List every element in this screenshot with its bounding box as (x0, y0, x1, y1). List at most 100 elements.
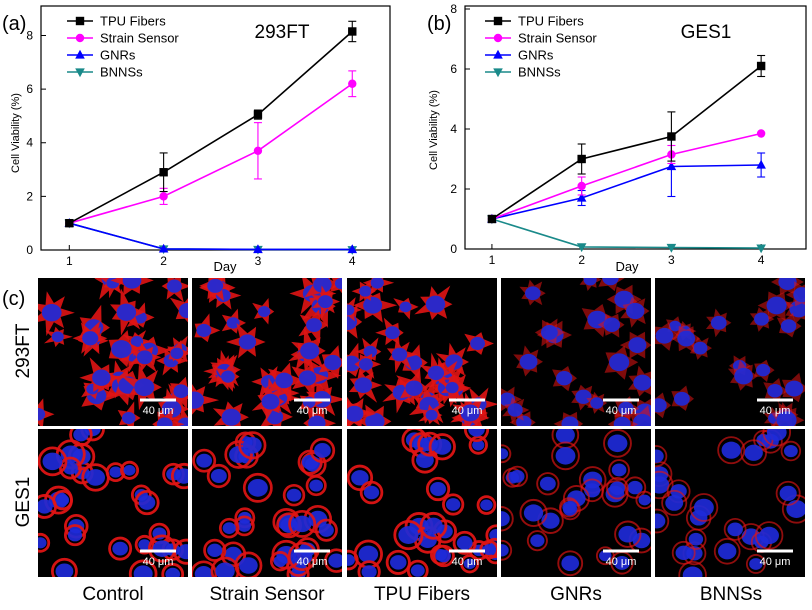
cell-nucleus (92, 369, 111, 386)
chart-b-bnnss-point-4 (756, 244, 766, 254)
cell-membrane (506, 465, 529, 488)
cell-membrane (476, 495, 497, 515)
chart-a-legend-label-tpu-fibers: TPU Fibers (100, 14, 166, 29)
chart-b-tpu-fibers-point-1 (487, 214, 497, 224)
cell-nucleus (215, 562, 235, 577)
cell-membrane (442, 493, 465, 516)
cell-nucleus (192, 391, 204, 409)
cell-nucleus (717, 543, 737, 560)
panel-label-c: (c) (2, 288, 25, 310)
cell-nucleus (73, 429, 89, 442)
cell-nucleus (776, 411, 797, 426)
cell-nucleus (177, 544, 188, 560)
cell-nucleus (161, 400, 182, 418)
chart-a-gnrs-point-4 (347, 244, 358, 254)
cell-nucleus (778, 278, 797, 291)
cell-cluster (347, 278, 497, 426)
cell-nucleus (480, 499, 493, 511)
cell-nucleus (300, 342, 320, 360)
cell-nucleus (613, 416, 631, 426)
cell-nucleus (501, 511, 510, 527)
cell-nucleus (789, 300, 805, 318)
cell-cluster (38, 278, 188, 426)
chart-b-xtick-label-2: 2 (578, 253, 585, 267)
chart-b-plot-frame (464, 5, 807, 250)
column-label-tpu-fibers: TPU Fibers (374, 584, 470, 605)
cell-membrane (551, 441, 580, 471)
cell-membrane (206, 463, 231, 489)
cell-nucleus (779, 485, 797, 501)
cell-membrane (305, 475, 327, 497)
chart-b-legend-marker-gnrs (493, 49, 503, 59)
chart-a-strain-sensor-point-3 (253, 146, 263, 155)
cell-nucleus (756, 363, 771, 377)
cell-nucleus (165, 567, 181, 577)
chart-a-ytick-label-2: 2 (26, 189, 33, 203)
cell-nucleus (347, 405, 364, 422)
chart-b-legend-marker-strain-sensor (493, 33, 503, 43)
chart-b-strain-sensor-point-2 (577, 181, 586, 191)
cell-nucleus (665, 495, 684, 511)
chart-a-strain-sensor-point-4 (348, 79, 357, 88)
cell-nucleus (229, 446, 249, 463)
cell-nucleus (614, 290, 634, 309)
chart-a-tpu-fibers-point-3 (253, 110, 263, 119)
cell-membrane (38, 446, 68, 477)
cell-nucleus (301, 454, 319, 470)
cell-membrane (775, 480, 801, 506)
cell-nucleus (207, 543, 223, 557)
cell-nucleus (391, 347, 408, 362)
panel-label-b: (b) (427, 13, 451, 35)
cell-nucleus (347, 554, 355, 566)
cell-membrane (192, 448, 217, 473)
cell-membrane (580, 478, 604, 503)
cell-nucleus (433, 438, 452, 455)
cell-nucleus (602, 278, 619, 286)
chart-a-legend-label-strain-sensor: Strain Sensor (100, 31, 179, 46)
chart-b-series-gnrs (487, 135, 766, 223)
cell-nucleus (555, 447, 576, 465)
cell-membrane (745, 554, 766, 574)
cell-membrane (428, 433, 456, 461)
cell-nucleus (38, 537, 47, 549)
cell-nucleus (556, 371, 573, 386)
chart-b-xtick-label-1: 1 (489, 253, 496, 267)
chart-a-gnrs-point-2 (158, 243, 169, 253)
cell-membrane (780, 440, 802, 462)
chart-a-gnrs-point-3 (253, 244, 263, 254)
cell-nucleus (456, 535, 473, 550)
chart-a-strain-sensor-line (69, 83, 353, 224)
cell-nucleus (793, 287, 805, 303)
cell-nucleus (655, 513, 666, 529)
chart-b-strain-sensor-point-4 (756, 129, 766, 138)
cell-nucleus (306, 318, 322, 333)
cell-nucleus (561, 555, 580, 572)
cell-nucleus (363, 345, 378, 358)
micrograph-293ft-strain-sensor: 40 μm (192, 278, 342, 426)
cell-nucleus (273, 555, 287, 567)
cell-nucleus (51, 331, 64, 343)
cell-nucleus (655, 476, 670, 494)
cell-nucleus (618, 525, 638, 543)
cell-membrane (501, 539, 513, 561)
chart-b-gnrs-point-4 (756, 159, 766, 169)
cell-membrane (406, 559, 429, 577)
cell-nucleus (627, 480, 643, 495)
cell-nucleus (239, 557, 258, 574)
micrograph-panel: (c) 293FT GES1 Control Strain Sensor TPU… (2, 278, 805, 605)
cell-membrane (501, 444, 512, 464)
cell-nucleus (334, 278, 342, 290)
cell-nucleus (519, 353, 538, 370)
cell-membrane (608, 459, 630, 481)
chart-a-legend-marker-tpu-fibers (75, 16, 85, 26)
chart-a-series-gnrs (64, 217, 358, 254)
cell-nucleus (436, 549, 451, 563)
chart-b-xlabel: Day (615, 259, 639, 274)
cell-membrane (38, 532, 51, 553)
cell-nucleus (298, 370, 317, 386)
chart-b-legend-label-bnnss: BNNSs (518, 65, 561, 80)
cell-nucleus (603, 317, 621, 332)
cell-nucleus (242, 436, 262, 454)
cell-membrane (740, 439, 768, 467)
micrograph-ges1-tpu-fibers: 40 μm (347, 429, 497, 577)
